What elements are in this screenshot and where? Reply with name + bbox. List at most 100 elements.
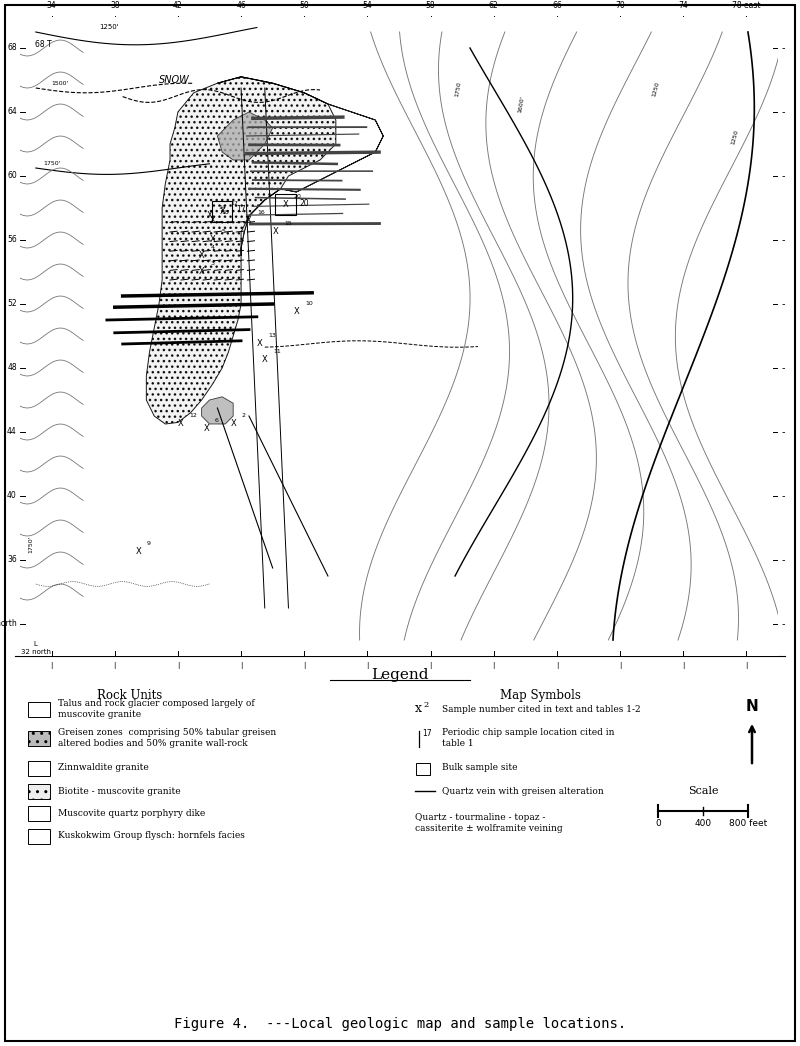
Text: 54: 54 <box>362 1 372 9</box>
Text: 1600': 1600' <box>518 95 526 113</box>
Text: -: - <box>781 427 785 437</box>
Text: 6: 6 <box>215 418 219 424</box>
Text: |: | <box>746 662 748 669</box>
Text: |: | <box>177 662 179 669</box>
Text: 52: 52 <box>7 299 17 309</box>
Text: 1500': 1500' <box>51 81 69 86</box>
Text: X: X <box>206 211 212 221</box>
Bar <box>28 730 50 746</box>
Text: 14: 14 <box>218 205 226 210</box>
Text: 74: 74 <box>678 1 688 9</box>
Text: Kuskokwim Group flysch: hornfels facies: Kuskokwim Group flysch: hornfels facies <box>58 832 245 841</box>
Bar <box>28 702 50 717</box>
Text: -: - <box>781 619 785 629</box>
Text: 17: 17 <box>231 201 238 206</box>
Text: 400: 400 <box>694 819 711 827</box>
Text: 12: 12 <box>190 413 198 418</box>
Text: 1750': 1750' <box>28 536 33 553</box>
Text: 40: 40 <box>7 492 17 500</box>
Text: N: N <box>746 699 758 714</box>
Text: Scale: Scale <box>688 786 718 796</box>
Text: |: | <box>430 662 432 669</box>
Text: 1250: 1250 <box>730 129 739 145</box>
Text: X: X <box>198 268 205 276</box>
Text: X: X <box>203 425 210 433</box>
Text: X: X <box>210 217 215 225</box>
Text: 2: 2 <box>423 701 428 709</box>
Text: X: X <box>294 308 299 317</box>
Text: X: X <box>273 227 278 236</box>
Text: 60: 60 <box>7 172 17 181</box>
Text: X: X <box>210 235 215 245</box>
Text: |: | <box>556 662 558 669</box>
Text: 66: 66 <box>552 1 562 9</box>
Text: X: X <box>257 340 263 348</box>
Text: |: | <box>619 662 622 669</box>
Text: 20: 20 <box>294 195 302 199</box>
Text: Zinnwaldite granite: Zinnwaldite granite <box>58 764 149 773</box>
Text: 1250': 1250' <box>99 24 118 29</box>
Bar <box>28 828 50 843</box>
Text: -: - <box>781 363 785 373</box>
Text: x: x <box>415 703 422 715</box>
Bar <box>275 195 295 215</box>
Bar <box>416 763 430 775</box>
Text: |: | <box>240 662 242 669</box>
Text: 68: 68 <box>7 44 17 52</box>
Text: |: | <box>303 662 306 669</box>
Bar <box>212 201 232 222</box>
Bar <box>28 805 50 820</box>
Text: -: - <box>781 235 785 245</box>
Text: 1750: 1750 <box>454 81 462 97</box>
Text: Biotite - muscovite granite: Biotite - muscovite granite <box>58 787 181 796</box>
Text: 48: 48 <box>7 364 17 372</box>
Text: Talus and rock glacier composed largely of
muscovite granite: Talus and rock glacier composed largely … <box>58 700 254 719</box>
Text: |: | <box>682 662 685 669</box>
Text: 50: 50 <box>299 1 309 9</box>
Text: Legend: Legend <box>371 668 429 682</box>
Text: Greisen zones  comprising 50% tabular greisen
altered bodies and 50% granite wal: Greisen zones comprising 50% tabular gre… <box>58 728 276 748</box>
Text: -: - <box>781 43 785 53</box>
Text: Bulk sample site: Bulk sample site <box>442 764 518 773</box>
Text: 17: 17 <box>422 729 432 738</box>
Text: 17: 17 <box>236 205 246 214</box>
Text: Rock Units: Rock Units <box>98 689 162 702</box>
Text: |: | <box>114 662 116 669</box>
Text: Quartz - tourmaline - topaz -
cassiterite ± wolframite veining: Quartz - tourmaline - topaz - cassiterit… <box>415 814 562 833</box>
Text: 9: 9 <box>147 542 151 546</box>
Text: X: X <box>230 419 236 429</box>
Text: X: X <box>178 419 184 429</box>
Text: Muscovite quartz porphyry dike: Muscovite quartz porphyry dike <box>58 809 206 818</box>
Text: 11: 11 <box>274 349 282 355</box>
Text: Sample number cited in text and tables 1-2: Sample number cited in text and tables 1… <box>442 705 641 713</box>
Text: X: X <box>198 251 205 260</box>
Text: X: X <box>135 547 142 556</box>
Text: -: - <box>781 299 785 309</box>
Text: 62: 62 <box>489 1 498 9</box>
Text: 64: 64 <box>7 108 17 116</box>
Text: -: - <box>781 491 785 501</box>
Text: |: | <box>50 662 53 669</box>
Text: 78 east: 78 east <box>732 1 761 9</box>
Text: 16: 16 <box>258 210 266 215</box>
Text: 56: 56 <box>7 235 17 245</box>
Polygon shape <box>202 396 233 424</box>
Text: Map Symbols: Map Symbols <box>499 689 581 702</box>
Text: 13: 13 <box>269 334 277 339</box>
Bar <box>28 760 50 775</box>
Text: 5: 5 <box>222 229 226 234</box>
Text: 34: 34 <box>46 1 57 9</box>
Text: 20: 20 <box>299 199 309 208</box>
Text: |: | <box>366 662 369 669</box>
Text: 3: 3 <box>210 262 214 267</box>
Text: 42: 42 <box>173 1 182 9</box>
Text: Periodic chip sample location cited in
table 1: Periodic chip sample location cited in t… <box>442 728 614 748</box>
Text: 0: 0 <box>655 819 661 827</box>
Text: 1250: 1250 <box>652 81 661 97</box>
Text: 4: 4 <box>210 246 214 250</box>
Text: SNOW: SNOW <box>159 75 190 85</box>
Text: 70: 70 <box>615 1 625 9</box>
Text: X: X <box>246 217 252 225</box>
Text: X: X <box>219 207 225 215</box>
Polygon shape <box>146 76 336 424</box>
